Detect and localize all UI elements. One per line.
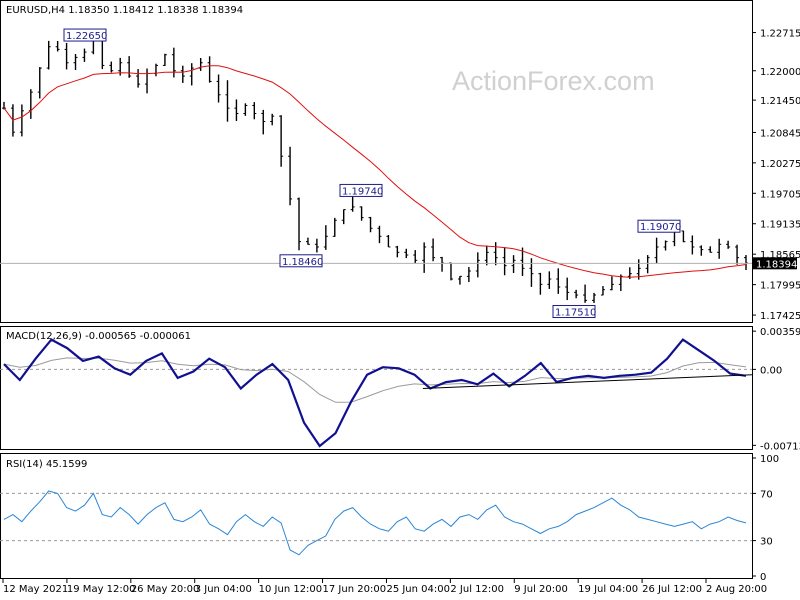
x-tick-label: 19 Jul 04:00: [578, 584, 638, 595]
price-annotation-label: 1.17510: [555, 308, 596, 319]
price-annotation-box: [339, 183, 383, 197]
price-y-tick-label: 1.17995: [760, 281, 800, 292]
rsi-header: RSI(14) 45.1599: [6, 459, 87, 470]
x-tick-label: 10 Jun 12:00: [259, 584, 323, 595]
x-tick-label: 17 Jun 20:00: [323, 584, 387, 595]
price-y-tick-label: 1.22000: [760, 67, 800, 78]
x-tick-label: 19 May 12:00: [67, 584, 136, 595]
macd-line: [3, 338, 747, 448]
rsi-panel-frame: [0, 453, 753, 579]
price-header: EURUSD,H4 1.18350 1.18412 1.18338 1.1839…: [6, 5, 243, 16]
x-tick-label: 26 May 20:00: [131, 584, 200, 595]
current-price-tag: [753, 257, 797, 270]
macd-panel-frame: [0, 326, 753, 450]
price-series: [0, 31, 752, 303]
axes: 1.22715 1.22000 1.21450 1.20845 1.20275 1.197…: [2, 29, 800, 595]
price-annotation-label: 1.18460: [282, 257, 323, 268]
price-annotation-box: [279, 254, 323, 268]
x-tick-label: 2 Aug 20:00: [706, 584, 767, 595]
rsi-y-tick-label: 70: [760, 489, 773, 500]
macd-y-tick-label: -0.007137: [760, 441, 800, 452]
annotations: 1.22650 1.19740 1.18460 1.17510 1.19070: [63, 28, 681, 319]
rsi-y-tick-label: 0: [760, 572, 766, 583]
macd-trendline: [422, 374, 753, 390]
price-y-tick-label: 1.21450: [760, 96, 800, 107]
price-annotation-box: [552, 305, 596, 319]
price-y-tick-label: 1.19705: [760, 189, 800, 200]
macd-y-tick-label: 0.003591: [760, 327, 800, 338]
macd-header: MACD(12,26,9) -0.000565 -0.000061: [6, 331, 191, 342]
price-annotation-label: 1.19740: [342, 186, 383, 197]
x-tick-label: 3 Jun 04:00: [195, 584, 252, 595]
price-panel-frame: [0, 0, 753, 323]
rsi-y-tick-label: 100: [760, 454, 779, 465]
x-tick-label: 2 Jul 12:00: [450, 584, 504, 595]
watermark: ActionForex.com: [452, 66, 655, 96]
price-y-tick-label: 1.19135: [760, 220, 800, 231]
price-y-tick-label: 1.20275: [760, 159, 800, 170]
price-y-tick-label: 1.22715: [760, 29, 800, 40]
macd-signal-line: [3, 357, 747, 403]
price-y-tick-label: 1.20845: [760, 128, 800, 139]
macd-y-tick-label: 0.00: [760, 365, 782, 376]
macd-series: [0, 338, 753, 448]
price-annotation-label: 1.19070: [640, 222, 681, 233]
x-tick-label: 12 May 2021: [3, 584, 68, 595]
moving-average-line: [3, 65, 747, 278]
price-annotation-label: 1.22650: [66, 31, 107, 42]
current-price-label: 1.18394: [756, 259, 797, 270]
x-tick-label: 26 Jul 12:00: [642, 584, 702, 595]
price-y-tick-label: 1.18565: [760, 250, 800, 261]
x-tick-label: 9 Jul 20:00: [514, 584, 568, 595]
price-annotation-box: [63, 28, 107, 42]
x-tick-label: 25 Jun 04:00: [386, 584, 450, 595]
rsi-line: [3, 490, 747, 556]
rsi-y-tick-label: 30: [760, 537, 773, 548]
price-annotation-box: [637, 219, 681, 233]
price-y-tick-label: 1.17425: [760, 311, 800, 322]
rsi-series: [0, 490, 752, 556]
